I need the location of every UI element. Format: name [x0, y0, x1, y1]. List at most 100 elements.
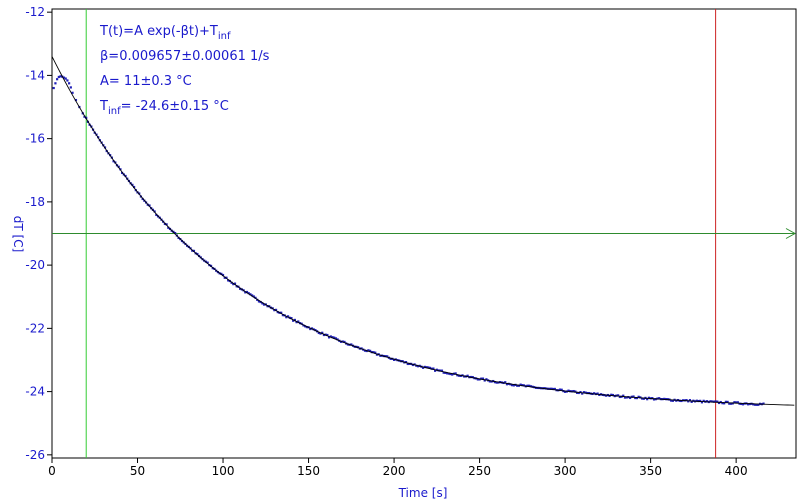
data-point — [505, 383, 509, 386]
data-point — [244, 291, 247, 294]
data-point — [510, 384, 514, 387]
data-point — [651, 397, 654, 400]
data-point — [688, 399, 692, 402]
data-point — [274, 308, 278, 311]
x-tick-label: 250 — [468, 464, 491, 478]
y-axis-ticks: -12 -14 -16 -18 -20 -22 -24 -26 — [25, 5, 52, 462]
data-point — [56, 78, 59, 81]
data-point — [292, 319, 295, 322]
data-point — [705, 400, 709, 403]
data-point — [257, 300, 261, 303]
data-point — [752, 403, 755, 406]
data-point — [68, 82, 71, 85]
data-point — [401, 360, 404, 363]
fit-annotations: T(t)=A exp(-βt)+Tinf β=0.009657±0.00061 … — [99, 24, 270, 117]
data-point — [567, 389, 570, 392]
data-point — [174, 231, 177, 235]
data-point — [290, 317, 293, 320]
data-point — [478, 378, 481, 381]
data-point — [670, 399, 673, 402]
data-point — [640, 397, 644, 400]
data-point — [331, 336, 334, 339]
data-point — [716, 400, 719, 403]
data-point — [480, 377, 483, 380]
x-tick-label: 150 — [297, 464, 320, 478]
x-tick-label: 200 — [383, 464, 406, 478]
data-point — [647, 396, 651, 399]
data-point — [322, 333, 326, 337]
data-point — [483, 379, 486, 382]
data-point — [623, 396, 627, 399]
formula-text: T(t)=A exp(-βt)+Tinf — [99, 24, 231, 42]
data-point — [192, 249, 196, 253]
data-point — [753, 403, 757, 406]
data-point — [581, 392, 584, 395]
data-point — [735, 401, 738, 404]
data-point — [741, 403, 745, 406]
data-point — [57, 75, 60, 79]
data-point — [605, 394, 608, 397]
data-point — [747, 403, 750, 406]
horizontal-marker-arrow — [785, 228, 797, 239]
data-point — [690, 400, 693, 403]
data-point — [675, 399, 678, 402]
data-point — [442, 371, 445, 374]
y-tick-label: -20 — [25, 258, 45, 272]
data-point — [459, 374, 462, 378]
data-point — [485, 378, 488, 381]
data-point — [490, 380, 493, 383]
data-point — [721, 402, 724, 405]
data-point — [658, 397, 661, 400]
data-point — [336, 338, 339, 341]
data-point — [309, 327, 312, 331]
data-point — [427, 366, 430, 369]
tinf-main: T — [99, 99, 108, 114]
data-point — [550, 387, 553, 390]
data-point — [369, 349, 372, 352]
data-point — [319, 332, 322, 335]
fit-curve-group — [51, 56, 795, 406]
data-point — [729, 402, 733, 405]
data-point — [671, 399, 674, 402]
data-point — [54, 82, 57, 85]
y-axis-label: dT [C] — [11, 216, 25, 253]
data-point — [634, 396, 637, 400]
data-point — [428, 366, 432, 369]
data-point — [148, 204, 151, 207]
data-point — [457, 374, 461, 377]
data-point — [293, 318, 296, 322]
data-point — [285, 316, 288, 319]
data-point — [326, 333, 329, 337]
y-tick-label: -14 — [25, 68, 45, 82]
data-point — [593, 392, 596, 395]
data-point — [59, 75, 62, 78]
data-point — [466, 374, 469, 377]
data-point — [495, 381, 498, 384]
data-point — [225, 276, 228, 279]
data-point — [528, 384, 531, 387]
y-tick-label: -22 — [25, 321, 45, 335]
data-point — [392, 358, 396, 361]
data-point — [456, 374, 459, 377]
data-point — [227, 279, 230, 282]
data-point — [678, 399, 681, 402]
data-point — [281, 314, 284, 317]
data-point — [440, 369, 444, 372]
data-point — [434, 369, 437, 372]
x-tick-label: 350 — [639, 464, 662, 478]
data-point — [327, 336, 331, 339]
data-point — [321, 331, 324, 334]
data-point — [221, 273, 225, 277]
data-point — [454, 372, 457, 375]
x-tick-label: 50 — [130, 464, 145, 478]
x-tick-label: 400 — [725, 464, 748, 478]
data-point — [64, 77, 67, 80]
data-point — [404, 361, 408, 364]
data-point — [652, 398, 656, 401]
data-point — [411, 363, 414, 367]
x-tick-label: 100 — [212, 464, 235, 478]
data-point — [435, 368, 438, 371]
data-point — [493, 381, 497, 384]
data-point — [646, 398, 649, 401]
data-point — [132, 185, 136, 189]
